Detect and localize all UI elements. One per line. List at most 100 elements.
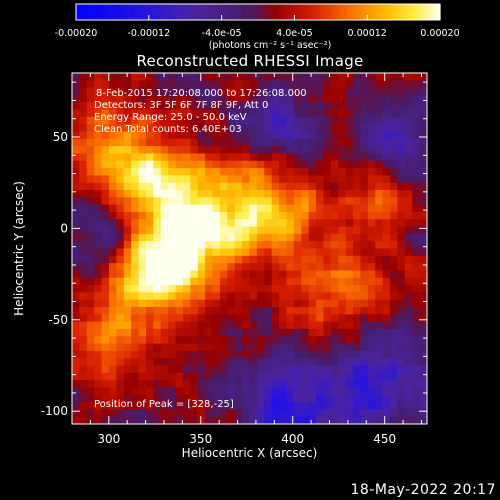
heatmap-cell [145, 402, 154, 410]
heatmap-cell [234, 365, 243, 374]
heatmap-cell [123, 365, 132, 374]
heatmap-cell [345, 387, 354, 396]
heatmap-cell [367, 358, 376, 366]
heatmap-cell [212, 109, 221, 118]
heatmap-cell [227, 80, 236, 89]
heatmap-cell [367, 182, 376, 191]
heatmap-cell [168, 321, 177, 330]
heatmap-cell [138, 248, 147, 257]
heatmap-cell [175, 153, 184, 162]
colorbar-segment [294, 4, 299, 20]
heatmap-cell [367, 102, 376, 111]
heatmap-cell [390, 219, 398, 228]
heatmap-cell [205, 277, 214, 286]
colorbar-segment [379, 4, 383, 20]
heatmap-cell [212, 146, 221, 154]
heatmap-cell [190, 219, 199, 228]
heatmap-cell [212, 285, 221, 293]
heatmap-cell [375, 365, 384, 374]
heatmap-cell [264, 336, 273, 345]
heatmap-cell [286, 131, 295, 140]
heatmap-cell [168, 241, 177, 249]
heatmap-cell [419, 138, 428, 147]
heatmap-cell [219, 116, 228, 125]
heatmap-cell [382, 416, 391, 425]
heatmap-cell [72, 138, 80, 147]
heatmap-cell [234, 263, 243, 271]
heatmap-cell [182, 416, 191, 425]
heatmap-cell [404, 416, 413, 425]
heatmap-cell [123, 263, 132, 271]
heatmap-cell [79, 182, 88, 191]
heatmap-cell [242, 146, 250, 154]
heatmap-cell [131, 307, 140, 315]
heatmap-cell [397, 387, 406, 396]
heatmap-cell [234, 299, 243, 308]
heatmap-cell [138, 416, 147, 425]
heatmap-cell [79, 372, 88, 381]
heatmap-cell [145, 168, 154, 176]
heatmap-cell [323, 358, 332, 366]
colorbar-segment [436, 4, 441, 20]
heatmap-cell [323, 372, 332, 381]
colorbar-segment [239, 4, 244, 20]
heatmap-cell [338, 285, 347, 293]
colorbar-tick-label: -4.0e-05 [202, 28, 242, 39]
heatmap-cell [271, 358, 280, 366]
heatmap-cell [160, 277, 169, 286]
heatmap-cell [190, 102, 199, 111]
heatmap-cell [404, 314, 413, 323]
heatmap-cell [123, 270, 132, 279]
heatmap-cell [123, 109, 132, 118]
heatmap-cell [286, 175, 295, 184]
colorbar-segment [355, 4, 359, 20]
heatmap-cell [360, 387, 369, 396]
heatmap-cell [94, 80, 103, 89]
heatmap-cell [316, 263, 324, 271]
heatmap-cell [301, 182, 310, 191]
heatmap-cell [197, 241, 206, 249]
heatmap-cell [219, 416, 228, 425]
colorbar-segment [133, 4, 138, 20]
heatmap-cell [123, 255, 132, 264]
heatmap-cell [382, 87, 391, 96]
heatmap-cell [101, 248, 110, 257]
heatmap-cell [271, 365, 280, 374]
heatmap-cell [316, 387, 324, 396]
heatmap-cell [382, 116, 391, 125]
heatmap-cell [212, 365, 221, 374]
heatmap-cell [338, 328, 347, 337]
heatmap-cell [382, 285, 391, 293]
heatmap-cell [353, 80, 361, 89]
heatmap-cell [308, 277, 317, 286]
heatmap-cell [197, 131, 206, 140]
heatmap-cell [316, 94, 324, 103]
heatmap-cell [316, 365, 324, 374]
heatmap-cell [116, 314, 125, 323]
heatmap-cell [138, 299, 147, 308]
heatmap-cell [404, 255, 413, 264]
heatmap-cell [72, 292, 80, 301]
heatmap-cell [397, 182, 406, 191]
heatmap-cell [123, 277, 132, 286]
heatmap-cell [419, 73, 428, 81]
heatmap-cell [123, 380, 132, 388]
heatmap-cell [190, 328, 199, 337]
heatmap-cell [168, 131, 177, 140]
heatmap-cell [212, 248, 221, 257]
heatmap-cell [205, 314, 214, 323]
colorbar-tick-label: -0.00020 [55, 28, 98, 39]
heatmap-cell [101, 109, 110, 118]
heatmap-cell [72, 175, 80, 184]
heatmap-cell [419, 409, 428, 418]
heatmap-cell [175, 204, 184, 213]
colorbar-segment [427, 4, 432, 20]
heatmap-cell [360, 102, 369, 111]
heatmap-cell [345, 124, 354, 132]
heatmap-cell [412, 358, 421, 366]
heatmap-cell [153, 416, 162, 425]
heatmap-cell [375, 277, 384, 286]
heatmap-cell [227, 190, 236, 198]
heatmap-cell [131, 226, 140, 235]
heatmap-cell [227, 219, 236, 228]
